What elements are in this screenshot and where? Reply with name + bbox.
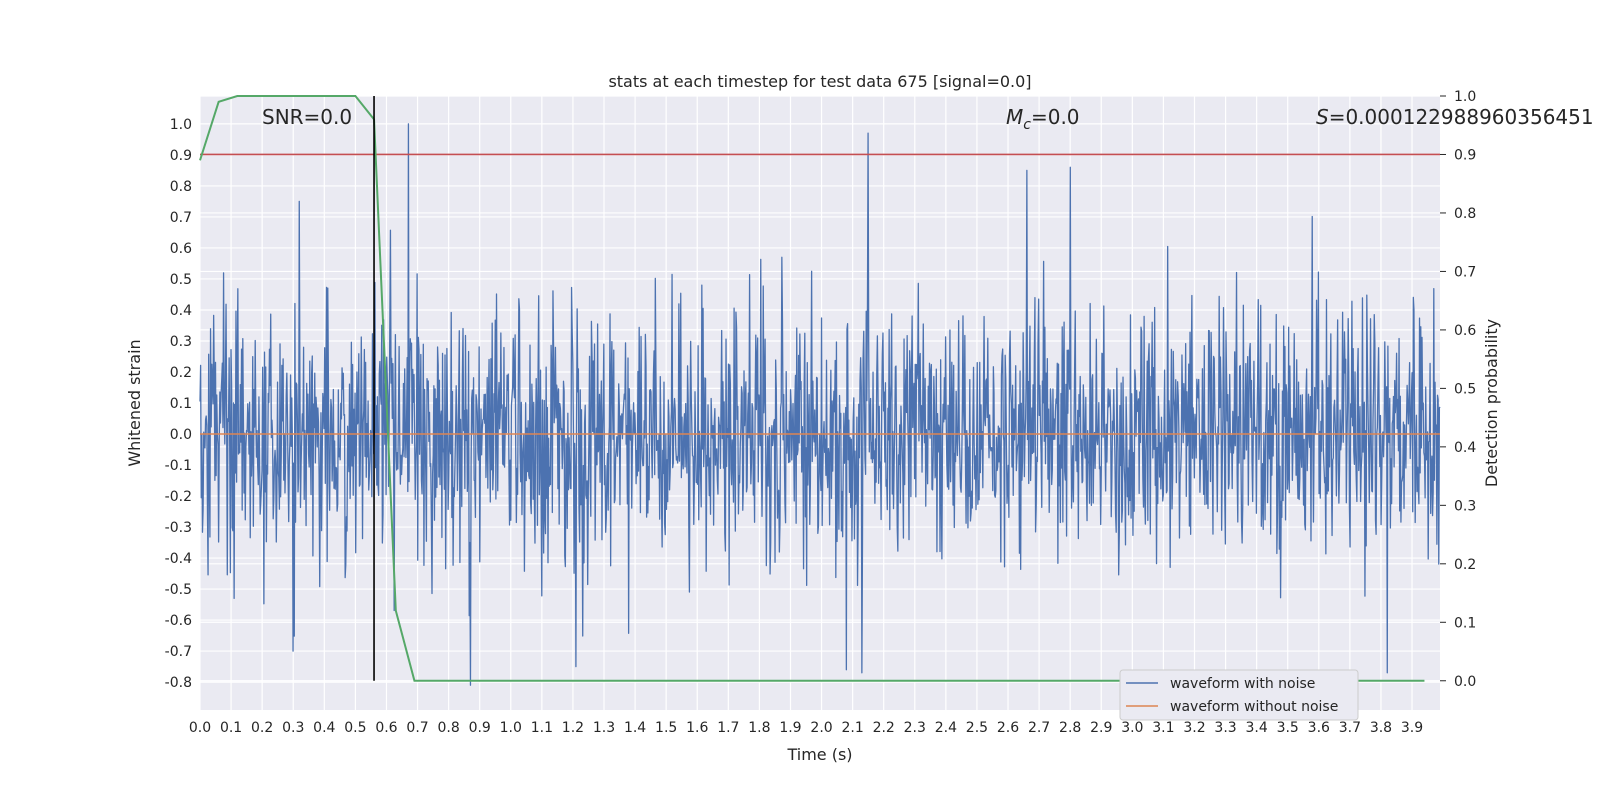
y-tick-label: -0.5 — [165, 582, 192, 598]
y2-tick-label: 0.2 — [1454, 557, 1476, 573]
chirp-mass-symbol: M — [1006, 105, 1023, 129]
y-tick-label: 1.0 — [170, 117, 192, 133]
chirp-mass-value: =0.0 — [1031, 105, 1080, 129]
x-tick-label: 1.0 — [500, 720, 522, 736]
y-tick-label: 0.9 — [170, 148, 192, 164]
y2-tick-label: 0.3 — [1454, 498, 1476, 514]
y2-tick-label: 0.6 — [1454, 323, 1476, 339]
x-tick-label: 0.5 — [344, 720, 366, 736]
detection-probability-line — [199, 95, 1425, 682]
x-tick-label: 0.1 — [220, 720, 242, 736]
y-tick-label: 0.2 — [170, 365, 192, 381]
x-tick-label: 3.6 — [1308, 720, 1330, 736]
x-tick-label: 0.6 — [375, 720, 397, 736]
y2-tick-label: 0.8 — [1454, 206, 1476, 222]
x-tick-label: 3.8 — [1370, 720, 1392, 736]
overlay-lines — [199, 95, 1440, 682]
x-tick-label: 0.2 — [251, 720, 273, 736]
x-tick-label: 2.3 — [904, 720, 926, 736]
noise-waveform-line — [199, 123, 1441, 686]
x-tick-label: 2.0 — [810, 720, 832, 736]
s-symbol: S — [1316, 105, 1329, 129]
x-tick-label: 0.4 — [313, 720, 335, 736]
x-tick-label: 3.5 — [1277, 720, 1299, 736]
y2-tick-label: 0.7 — [1454, 264, 1476, 280]
y2-tick-label: 0.9 — [1454, 147, 1476, 163]
x-tick-label: 1.4 — [624, 720, 646, 736]
y-tick-label: 0.6 — [170, 241, 192, 257]
y-tick-label: -0.1 — [165, 458, 192, 474]
chirp-mass-subscript: c — [1023, 117, 1031, 133]
x-tick-label: 3.0 — [1121, 720, 1143, 736]
legend: waveform with noise waveform without noi… — [1119, 669, 1359, 721]
y-tick-label: -0.7 — [165, 644, 192, 660]
y2-tick-label: 0.1 — [1454, 615, 1476, 631]
y-tick-label: 0.3 — [170, 334, 192, 350]
y-tick-label: -0.4 — [165, 551, 192, 567]
x-tick-label: 1.8 — [748, 720, 770, 736]
y-tick-label: 0.0 — [170, 427, 192, 443]
y-tick-label: 0.1 — [170, 396, 192, 412]
y2-tick-label: 1.0 — [1454, 89, 1476, 105]
x-tick-label: 1.2 — [562, 720, 584, 736]
y2-tick-label: 0.4 — [1454, 440, 1476, 456]
x-tick-label: 2.8 — [1059, 720, 1081, 736]
x-tick-label: 3.3 — [1214, 720, 1236, 736]
legend-label-with-noise: waveform with noise — [1170, 676, 1315, 692]
s-value: =0.000122988960356451 — [1329, 105, 1594, 129]
x-tick-label: 1.5 — [655, 720, 677, 736]
x-tick-label: 3.4 — [1246, 720, 1268, 736]
x-tick-label: 3.9 — [1401, 720, 1423, 736]
x-tick-label: 0.9 — [469, 720, 491, 736]
y-tick-label: 0.5 — [170, 272, 192, 288]
y-axis-ticks: -0.8 -0.7 -0.6 -0.5 -0.4 -0.3 -0.2 -0.1 0.0 0.1 0.… — [165, 117, 192, 691]
y-tick-label: -0.8 — [165, 675, 192, 691]
y2-axis-label: Detection probability — [1482, 319, 1501, 487]
x-tick-label: 1.7 — [717, 720, 739, 736]
x-tick-label: 1.1 — [531, 720, 553, 736]
x-tick-label: 0.0 — [189, 720, 211, 736]
s-annotation: S=0.000122988960356451 — [1316, 105, 1594, 129]
x-axis-label: Time (s) — [786, 745, 852, 764]
x-tick-label: 1.3 — [593, 720, 615, 736]
snr-annotation: SNR=0.0 — [262, 105, 352, 129]
x-tick-label: 0.8 — [437, 720, 459, 736]
x-tick-label: 2.4 — [935, 720, 957, 736]
x-tick-label: 2.1 — [841, 720, 863, 736]
y2-tick-label: 0.5 — [1454, 381, 1476, 397]
x-tick-label: 2.6 — [997, 720, 1019, 736]
x-tick-label: 3.1 — [1152, 720, 1174, 736]
y2-axis-ticks: 0.0 0.1 0.2 0.3 0.4 0.5 0.6 0.7 0.8 0.9 1.0 — [1440, 89, 1476, 690]
legend-label-without-noise: waveform without noise — [1170, 699, 1338, 715]
x-tick-label: 3.7 — [1339, 720, 1361, 736]
chart-title: stats at each timestep for test data 675… — [608, 72, 1031, 91]
y-tick-label: -0.6 — [165, 613, 192, 629]
x-tick-label: 2.5 — [966, 720, 988, 736]
x-tick-label: 3.2 — [1183, 720, 1205, 736]
y2-tick-label: 0.0 — [1454, 674, 1476, 690]
x-tick-label: 2.2 — [873, 720, 895, 736]
legend-box — [1119, 669, 1359, 721]
x-tick-label: 1.6 — [686, 720, 708, 736]
chirp-mass-annotation: Mc=0.0 — [1006, 105, 1080, 133]
x-tick-label: 0.3 — [282, 720, 304, 736]
y-axis-label: Whitened strain — [125, 339, 144, 466]
y-tick-label: 0.8 — [170, 179, 192, 195]
x-tick-label: 0.7 — [406, 720, 428, 736]
y-tick-label: 0.7 — [170, 210, 192, 226]
y-tick-label: -0.2 — [165, 489, 192, 505]
y-tick-label: -0.3 — [165, 520, 192, 536]
x-tick-label: 2.7 — [1028, 720, 1050, 736]
x-tick-label: 2.9 — [1090, 720, 1112, 736]
series-waveform-with-noise — [199, 123, 1441, 686]
x-axis-ticks: 0.0 0.1 0.2 0.3 0.4 0.5 0.6 0.7 0.8 0.9 1.0 1.1 1.2 1… — [189, 720, 1423, 736]
y-tick-label: 0.4 — [170, 303, 192, 319]
x-tick-label: 1.9 — [779, 720, 801, 736]
